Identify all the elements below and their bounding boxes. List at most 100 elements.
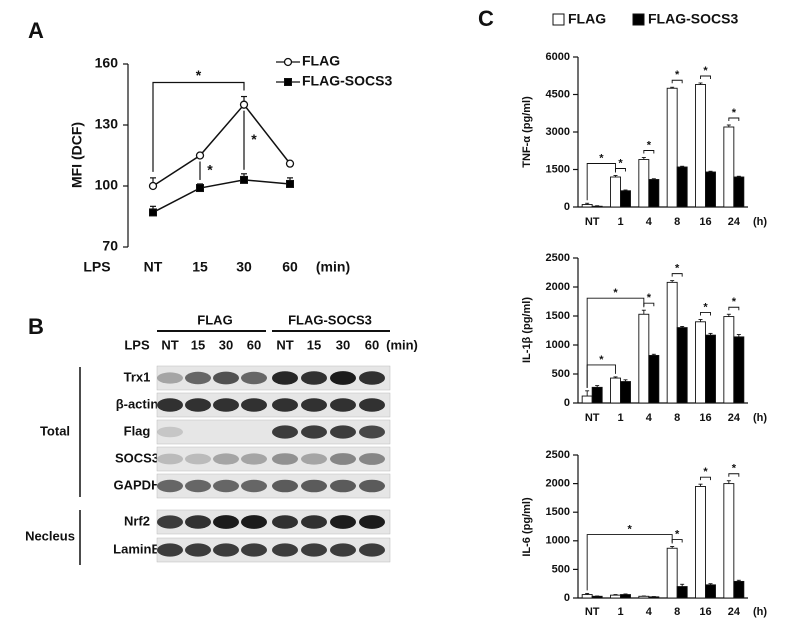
significance-bracket [586, 534, 673, 591]
blot-band [301, 398, 327, 412]
blot-band [359, 425, 385, 439]
x-tick-label: 8 [674, 216, 680, 228]
blot-band [272, 479, 298, 493]
y-tick-label: 1000 [546, 339, 570, 351]
significance-mark: * [703, 301, 708, 313]
lane-label: 15 [307, 337, 321, 352]
blot-band [272, 453, 298, 465]
bar [620, 594, 631, 599]
y-tick-label: 130 [95, 116, 119, 132]
significance-mark: * [196, 67, 202, 83]
marker [148, 181, 158, 191]
marker [195, 151, 205, 160]
blot-band [359, 371, 385, 385]
x-tick-label: NT [585, 606, 600, 618]
legend-label: FLAG-SOCS3 [302, 73, 392, 89]
significance-mark: * [251, 131, 257, 147]
bar [733, 176, 745, 208]
blot-row-label: Nrf2 [124, 513, 150, 528]
significance-bracket [586, 297, 645, 388]
blot-band [272, 543, 298, 557]
x-tick-label: 30 [236, 259, 252, 275]
legend-swatch [552, 13, 565, 26]
panel-label: A [28, 18, 44, 43]
panel-label: C [478, 6, 494, 31]
bar [591, 595, 603, 599]
section-label: Necleus [25, 528, 75, 543]
significance-mark: * [647, 292, 652, 304]
x-tick-label: 1 [617, 606, 623, 618]
blot-row-label: SOCS3 [115, 450, 159, 465]
y-tick-label: 4500 [546, 88, 570, 100]
significance-bracket [700, 75, 711, 79]
blot-band [272, 398, 298, 412]
blot-row-label: β-actin [116, 396, 159, 411]
significance-mark: * [647, 139, 652, 151]
lane-label: 60 [247, 337, 261, 352]
blot-band [330, 543, 356, 557]
bar [723, 483, 735, 599]
bar [610, 594, 621, 599]
x-axis-unit: (h) [753, 412, 767, 424]
x-tick-label: NT [144, 259, 163, 275]
blot-band [272, 515, 298, 529]
blot-band [330, 425, 356, 439]
x-tick-label: 4 [646, 216, 653, 228]
blot-band [157, 453, 183, 465]
x-tick-label: NT [585, 412, 600, 424]
significance-bracket [700, 476, 711, 481]
lane-label: 30 [219, 337, 233, 352]
bar [610, 176, 621, 208]
bar [705, 171, 716, 208]
y-axis-label: IL-1β (pg/ml) [521, 297, 533, 363]
series-line [152, 103, 291, 187]
blot-band [213, 543, 239, 557]
blot-band [301, 479, 327, 493]
x-tick-label: NT [585, 216, 600, 228]
blot-band [241, 398, 267, 412]
bar [695, 84, 706, 208]
blot-band [272, 371, 298, 385]
blot-band [185, 543, 211, 557]
blot-row-label: LaminB [113, 541, 161, 556]
bar [705, 334, 716, 404]
bar [638, 595, 650, 599]
blot-band [330, 479, 356, 493]
bar [591, 386, 603, 404]
significance-bracket [728, 117, 740, 121]
y-tick-label: 2500 [546, 449, 570, 461]
row-label: LPS [83, 259, 110, 275]
legend-swatch [632, 13, 645, 26]
blot-band [301, 453, 327, 465]
blot-band [359, 515, 385, 529]
series-line [152, 179, 291, 214]
x-tick-label: 1 [617, 216, 623, 228]
lane-label: 15 [191, 337, 205, 352]
bar [620, 190, 631, 208]
y-tick-label: 2000 [546, 478, 570, 490]
blot-band [359, 543, 385, 557]
x-tick-label: 8 [674, 412, 680, 424]
significance-mark: * [732, 296, 737, 308]
bar [638, 159, 650, 208]
bar [648, 596, 660, 599]
marker [286, 179, 294, 188]
bar [676, 327, 688, 404]
blot-band [359, 479, 385, 493]
y-tick-label: 1000 [546, 535, 570, 547]
bar [676, 586, 688, 599]
significance-bracket [615, 168, 626, 172]
bar [723, 316, 735, 404]
y-tick-label: 1500 [546, 310, 570, 322]
significance-mark: * [618, 157, 623, 169]
blot-band [157, 479, 183, 493]
lane-label: 30 [336, 337, 350, 352]
significance-bracket [700, 312, 711, 316]
row-label: LPS [124, 337, 150, 352]
section-label: Total [40, 423, 70, 438]
y-tick-label: 500 [552, 563, 570, 575]
y-tick-label: 0 [564, 201, 570, 213]
blot-band [213, 515, 239, 529]
blot-band [301, 515, 327, 529]
